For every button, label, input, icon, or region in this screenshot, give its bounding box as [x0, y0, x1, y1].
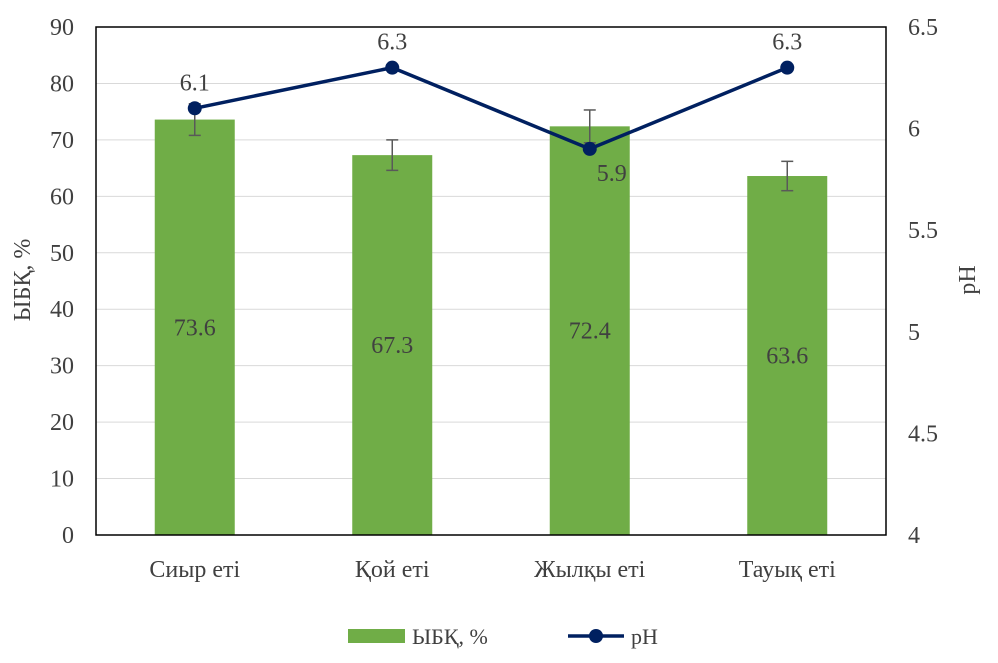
x-tick-label: Сиыр еті: [149, 557, 240, 583]
y2-axis-title: pH: [955, 265, 981, 294]
ph-data-label: 6.3: [772, 30, 802, 56]
bar: [747, 176, 828, 535]
bar: [154, 119, 235, 536]
y2-tick-label: 4: [908, 523, 920, 549]
y-tick-label: 0: [62, 523, 74, 549]
y2-tick-label: 4.5: [908, 421, 938, 447]
y-tick-label: 10: [50, 467, 74, 493]
ph-point: [582, 141, 597, 156]
legend-marker-ph: [589, 629, 603, 643]
x-tick-label: Қой еті: [355, 557, 430, 583]
bar-data-label: 63.6: [766, 344, 808, 370]
y-tick-label: 90: [50, 15, 74, 41]
x-tick-label: Жылқы еті: [534, 557, 646, 583]
y-tick-label: 30: [50, 354, 74, 380]
ph-line: [194, 65, 788, 151]
bar-data-label: 72.4: [569, 319, 611, 345]
error-bars: [188, 103, 794, 192]
y-tick-label: 70: [50, 128, 74, 154]
left-axis-ticks: 0 10 20 30 40 50 60 70 80 90: [50, 15, 74, 549]
bar-data-label: 67.3: [371, 333, 413, 359]
y-tick-label: 50: [50, 241, 74, 267]
y-tick-label: 80: [50, 71, 74, 97]
bar-data-label: 73.6: [174, 315, 216, 341]
y2-tick-label: 5: [908, 320, 920, 346]
bar: [352, 155, 433, 535]
x-tick-label: Тауық еті: [739, 557, 836, 583]
plot-frame: [95, 26, 887, 536]
bar-series: [154, 119, 828, 536]
legend-label-ph: pH: [631, 624, 658, 649]
ph-point: [385, 60, 400, 75]
y-tick-label: 40: [50, 297, 74, 323]
y-tick-label: 60: [50, 184, 74, 210]
x-axis-ticks: Сиыр еті Қой еті Жылқы еті Тауық еті: [149, 557, 836, 583]
legend: ЫБҚ, % pH: [348, 624, 658, 649]
ph-point: [187, 101, 202, 116]
bar-data-labels: 73.6 67.3 72.4 63.6: [174, 315, 809, 369]
y2-tick-label: 6.5: [908, 15, 938, 41]
line-series: [187, 60, 795, 156]
y2-tick-label: 5.5: [908, 218, 938, 244]
legend-swatch-ybk: [348, 629, 405, 643]
legend-label-ybk: ЫБҚ, %: [412, 624, 488, 649]
y2-tick-label: 6: [908, 117, 920, 143]
line-data-labels: 6.1 6.3 5.9 6.3: [180, 30, 803, 187]
right-axis-ticks: 4 4.5 5 5.5 6 6.5: [908, 15, 938, 549]
ph-data-label: 6.1: [180, 70, 210, 96]
ph-point: [780, 60, 795, 75]
y-axis-title: ЫБҚ, %: [10, 239, 36, 322]
ph-data-label: 5.9: [597, 161, 627, 187]
bar: [549, 126, 630, 535]
y-tick-label: 20: [50, 410, 74, 436]
axes: [95, 26, 887, 536]
ph-data-label: 6.3: [377, 30, 407, 56]
